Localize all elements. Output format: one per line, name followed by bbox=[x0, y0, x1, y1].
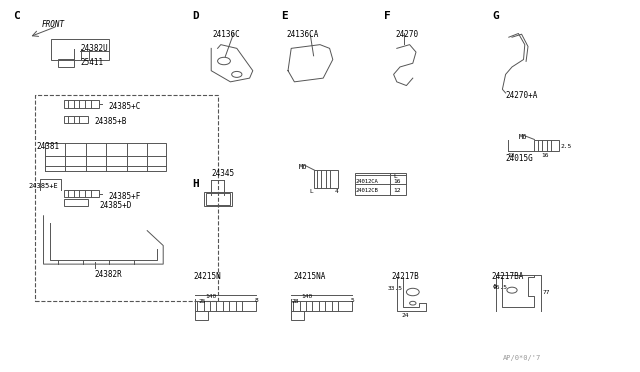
Text: E: E bbox=[282, 11, 289, 21]
Text: 16: 16 bbox=[393, 179, 401, 184]
Text: M6: M6 bbox=[299, 164, 307, 170]
Bar bbox=[64, 199, 88, 206]
Text: G: G bbox=[493, 11, 500, 21]
Text: 24: 24 bbox=[402, 313, 410, 318]
Text: 25411: 25411 bbox=[80, 58, 103, 67]
Text: 24381: 24381 bbox=[36, 142, 60, 151]
Text: D: D bbox=[192, 11, 199, 21]
Bar bbox=[64, 116, 88, 123]
Bar bbox=[206, 193, 230, 205]
Text: 140: 140 bbox=[205, 294, 216, 299]
Text: 12: 12 bbox=[393, 188, 401, 193]
Text: 24385+C: 24385+C bbox=[109, 102, 141, 111]
Text: 140: 140 bbox=[301, 294, 312, 299]
Bar bbox=[64, 190, 99, 197]
Text: 24136CA: 24136CA bbox=[287, 30, 319, 39]
Text: 25: 25 bbox=[198, 299, 206, 304]
Text: AP/0*0/'7: AP/0*0/'7 bbox=[502, 355, 541, 361]
Text: 24385+D: 24385+D bbox=[99, 201, 132, 210]
Text: C: C bbox=[13, 11, 20, 21]
Bar bbox=[534, 140, 559, 151]
Text: 24215NA: 24215NA bbox=[293, 272, 326, 280]
Text: 13: 13 bbox=[508, 153, 515, 157]
Text: 4: 4 bbox=[335, 189, 339, 194]
Text: 24270+A: 24270+A bbox=[506, 91, 538, 100]
Text: M6: M6 bbox=[518, 134, 527, 140]
Bar bbox=[58, 59, 74, 67]
Text: L: L bbox=[393, 174, 397, 179]
Text: 24385+E: 24385+E bbox=[29, 183, 58, 189]
Bar bbox=[45, 143, 166, 171]
Text: 24382R: 24382R bbox=[95, 270, 122, 279]
Text: 24382U: 24382U bbox=[80, 44, 108, 52]
Text: F: F bbox=[384, 11, 391, 21]
Text: 24012CA: 24012CA bbox=[356, 179, 379, 184]
Text: 24385+F: 24385+F bbox=[109, 192, 141, 201]
Text: 24215N: 24215N bbox=[194, 272, 221, 280]
Text: 24217BA: 24217BA bbox=[492, 272, 524, 280]
Text: 24385+B: 24385+B bbox=[95, 117, 127, 126]
Bar bbox=[291, 311, 304, 320]
Text: 24012CB: 24012CB bbox=[356, 188, 379, 193]
Bar bbox=[355, 173, 406, 195]
Bar bbox=[195, 301, 256, 311]
Bar bbox=[195, 311, 208, 320]
Text: 24136C: 24136C bbox=[212, 30, 240, 39]
Text: 5: 5 bbox=[351, 298, 355, 302]
Text: 2.5: 2.5 bbox=[560, 144, 572, 149]
Bar bbox=[204, 192, 232, 206]
Bar bbox=[64, 100, 99, 108]
Bar bbox=[314, 170, 338, 188]
Bar bbox=[35, 95, 218, 301]
Text: 24217B: 24217B bbox=[392, 272, 419, 280]
Text: H: H bbox=[192, 179, 199, 189]
Bar bbox=[51, 39, 109, 60]
Text: 33.5: 33.5 bbox=[387, 286, 402, 291]
Text: 16: 16 bbox=[541, 153, 549, 158]
Text: 24345: 24345 bbox=[211, 169, 234, 178]
Text: 28: 28 bbox=[291, 299, 299, 304]
Text: 24015G: 24015G bbox=[506, 154, 533, 163]
Text: L: L bbox=[309, 189, 313, 194]
Bar bbox=[291, 301, 352, 311]
Text: 8: 8 bbox=[255, 298, 259, 302]
Text: 77: 77 bbox=[543, 290, 550, 295]
Text: FRONT: FRONT bbox=[42, 20, 65, 29]
Text: 24270: 24270 bbox=[396, 30, 419, 39]
Text: Φ6.5: Φ6.5 bbox=[493, 285, 508, 289]
